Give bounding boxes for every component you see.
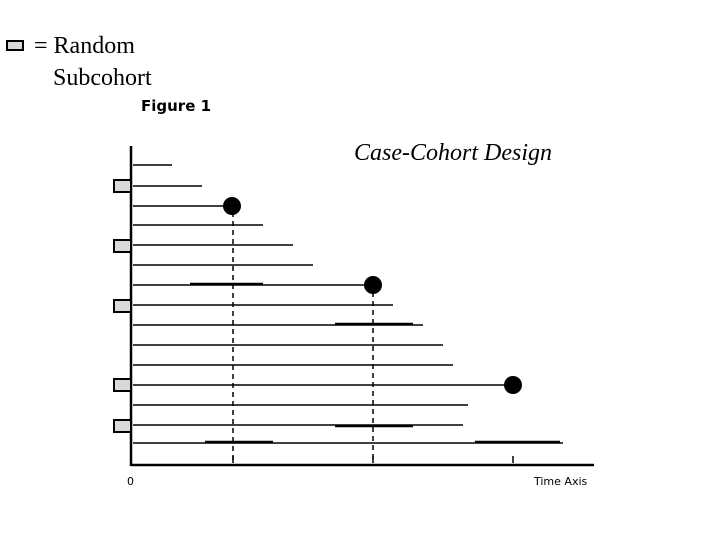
subcohort-markers: [113, 179, 132, 433]
case-event-dot: [504, 376, 522, 394]
x-axis-label: Time Axis: [533, 475, 588, 488]
case-event-dot: [364, 276, 382, 294]
line-emphasis-segments: [190, 282, 560, 444]
risk-set-lines: [232, 212, 374, 462]
legend-label-line1: = Random: [34, 33, 135, 59]
subcohort-box-icon: [113, 239, 132, 253]
legend-label-line2: Subcohort: [53, 65, 152, 91]
case-event-dot: [223, 197, 241, 215]
case-events: [223, 197, 522, 394]
figure-label: Figure 1: [141, 97, 212, 115]
subcohort-box-icon: [113, 419, 132, 433]
subcohort-box-icon: [113, 299, 132, 313]
follow-up-lines: [133, 164, 563, 444]
event-ticks: [232, 456, 514, 463]
subcohort-box-icon: [113, 179, 132, 193]
legend: = Random Subcohort: [6, 32, 206, 96]
diagram-title: Case-Cohort Design: [354, 140, 552, 166]
origin-label: 0: [127, 475, 134, 488]
subcohort-box-icon: [6, 40, 24, 51]
subcohort-box-icon: [113, 378, 132, 392]
